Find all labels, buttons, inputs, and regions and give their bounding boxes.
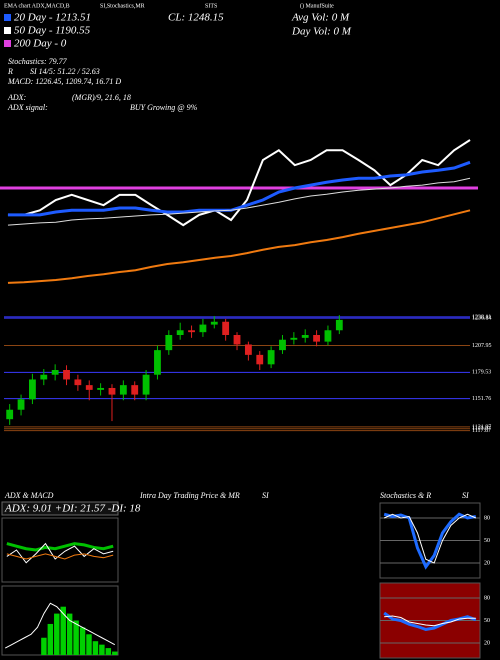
candle-body [97,387,105,390]
candle-body [63,370,70,380]
bar [73,620,79,655]
y-tick-label: 1121.87 [472,424,491,430]
panel-title: Stochastics & R [380,491,431,500]
candle-body [256,354,264,365]
panel-frame [1,517,119,583]
legend-swatch [4,27,11,34]
series-line [4,602,116,649]
info-line: Stochastics: 79.77 [8,57,68,66]
candle-body [267,350,275,365]
y-tick-label: 1119.87 [472,426,491,432]
candle-body [301,335,309,338]
candle-body [244,344,252,355]
candle-body [131,385,139,395]
series-line [383,513,477,564]
y-tick-label: 1236.84 [472,315,492,321]
y-tick-label: 1179.53 [472,370,491,376]
y-tick-label: 80 [484,595,490,601]
candle-body [313,335,320,342]
y-tick-label: 20 [484,640,490,646]
close-price: CL: 1248.15 [168,12,224,24]
candle-body [40,374,48,380]
bar [92,641,99,655]
candle-body [188,330,195,333]
avg-volume: Avg Vol: 0 M [291,12,350,24]
bar [99,644,105,655]
candle-body [85,385,93,390]
bar [47,623,54,655]
header-top: SITS [205,3,217,9]
candle-body [108,387,116,395]
info-line: SI 14/5: 51.22 / 52.63 [30,67,100,76]
series-line [7,209,471,284]
series-line [7,139,471,227]
candle-body [17,399,25,410]
panel-title: ADX: 9.01 +DI: 21.57 -DI: 18 [4,503,141,515]
panel-title: SI [262,491,269,500]
candle-body [210,321,218,325]
y-tick-label: 50 [484,538,490,544]
bar [112,651,118,655]
panel-frame [1,585,119,656]
bar [86,634,92,655]
y-tick-label: 80 [484,515,490,521]
info-line: BUY Growing @ 9% [130,103,198,112]
candle-body [165,335,173,351]
bar [79,627,86,655]
candle-body [74,379,82,386]
series-line [6,542,114,564]
bar [66,613,73,655]
y-tick-label: 1151.76 [472,396,491,402]
legend-label: 200 Day - 0 [14,38,67,50]
legend-swatch [4,14,11,21]
candle-body [335,319,343,331]
bar [60,606,66,655]
bar [41,637,47,655]
legend-swatch [4,40,11,47]
candle-body [233,335,241,345]
info-line: ADX: [7,93,27,102]
legend-label: 20 Day - 1213.51 [14,12,91,24]
candle-body [154,350,161,375]
candle-body [279,339,286,351]
candle-body [199,324,207,333]
header-top: EMA chart ADX,MACD,B [4,3,70,9]
info-line: R [7,67,13,76]
candle-body [176,330,184,335]
candle-body [6,409,14,420]
day-volume: Day Vol: 0 M [291,26,352,38]
candle-body [324,330,332,342]
y-tick-label: 1238.11 [472,314,491,320]
y-tick-label: 1117.87 [472,428,491,434]
bar [105,648,112,655]
candle-body [222,321,230,335]
legend-label: 50 Day - 1190.55 [14,25,91,37]
header-top: () ManufSuite [300,2,334,9]
y-tick-label: 50 [484,618,490,624]
candle-body [290,337,298,340]
info-line: (MGR)/9, 21.6, 18 [72,93,131,102]
candle-body [142,374,150,395]
info-line: MACD: 1226.45, 1209.74, 16.71 D [7,77,121,86]
series-line [6,553,114,560]
candle-body [119,385,127,395]
panel-title: SI [462,491,469,500]
candle-body [51,370,59,375]
series-line [384,615,476,627]
panel-title: ADX & MACD [4,491,54,500]
y-tick-label: 20 [484,560,490,566]
header-top: SI,Stochastics,MR [100,3,145,9]
y-tick-label: 1207.95 [472,343,492,349]
info-line: ADX signal: [7,103,48,112]
series-line [6,542,114,552]
panel-title: Intra Day Trading Price & MR [139,491,240,500]
bar [54,613,60,655]
adx-box [1,501,119,516]
series-line [7,177,471,226]
series-line [7,160,471,217]
candle-body [29,379,36,400]
